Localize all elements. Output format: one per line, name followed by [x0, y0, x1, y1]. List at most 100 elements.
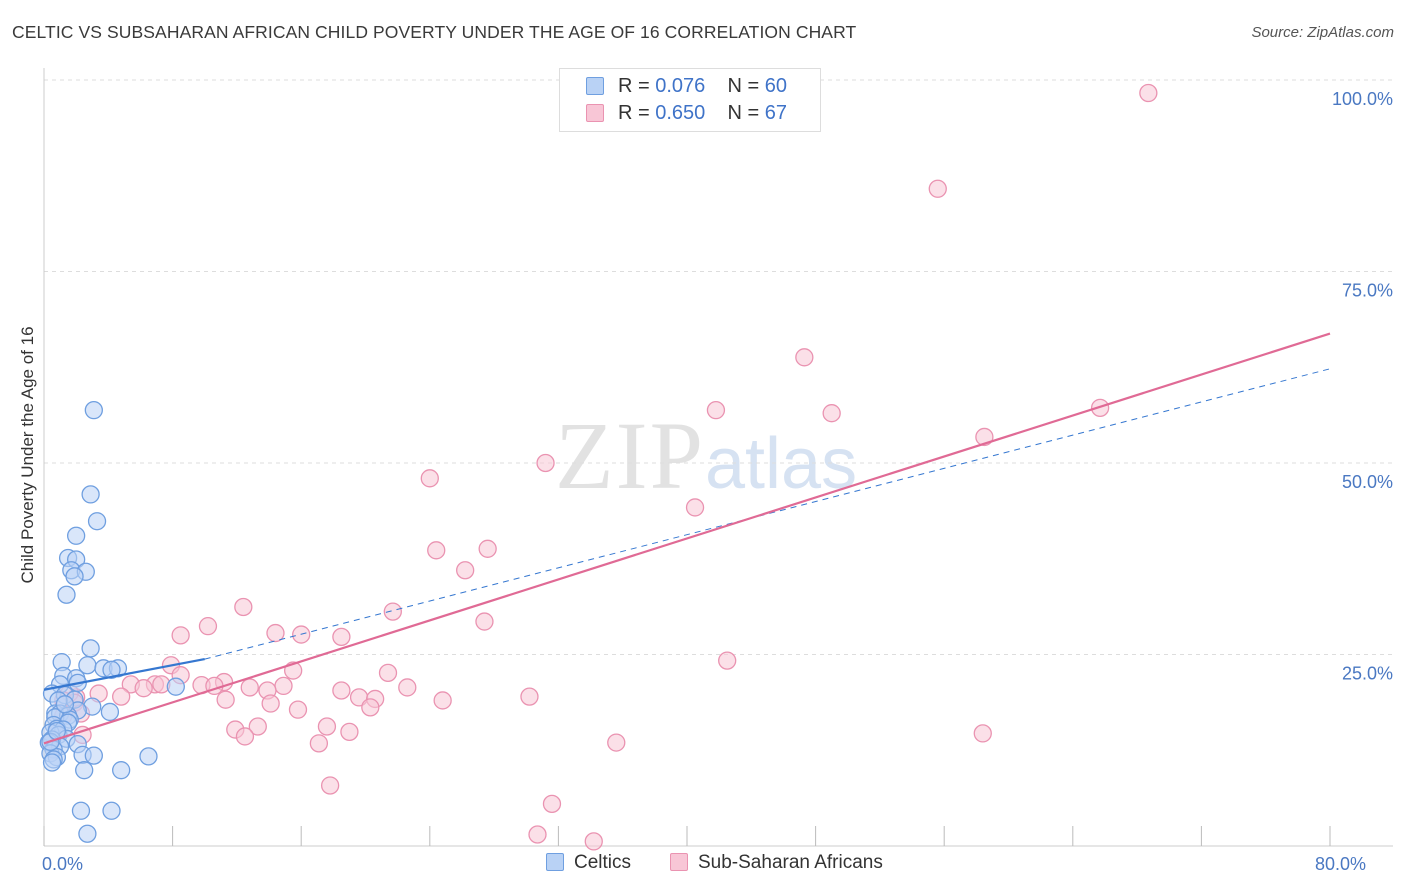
- celtics-point: [84, 746, 103, 765]
- africans-point: [266, 623, 285, 643]
- africans-point: [309, 734, 329, 753]
- axes: [43, 68, 1393, 847]
- legend-r-label: R =: [618, 102, 656, 124]
- celtics-point: [71, 801, 91, 820]
- africans-point: [235, 727, 255, 746]
- celtics-point: [102, 801, 121, 820]
- africans-point: [928, 179, 947, 198]
- bottom-legend-swatch-africans: [670, 853, 688, 871]
- celtics-point: [42, 753, 62, 772]
- legend-swatch-celtics: [586, 77, 604, 95]
- celtics-point: [112, 761, 131, 780]
- africans-point: [542, 794, 562, 814]
- africans-point: [261, 694, 280, 713]
- africans-point: [248, 717, 267, 736]
- legend-text-africans: R = 0.650 N = 67: [618, 102, 787, 125]
- celtics-point: [81, 485, 100, 504]
- africans-point: [216, 690, 235, 709]
- source-label: Source: ZipAtlas.com: [1251, 24, 1394, 41]
- africans-point: [718, 651, 737, 670]
- bottom-legend-swatch-celtics: [546, 853, 564, 871]
- africans-point: [240, 678, 259, 697]
- watermark: ZIPatlas: [555, 400, 857, 511]
- bottom-legend-label-africans: Sub-Saharan Africans: [698, 852, 883, 873]
- africans-point: [383, 602, 402, 621]
- watermark-atlas: atlas: [705, 424, 858, 504]
- bottom-legend-label-celtics: Celtics: [574, 852, 632, 873]
- africans-trend-line: [43, 332, 1331, 745]
- africans-point: [607, 733, 626, 752]
- celtics-point: [78, 824, 97, 843]
- celtics-point: [102, 660, 121, 679]
- y-tick-label: 50.0%: [1342, 472, 1393, 492]
- points-celtics: [39, 400, 185, 843]
- africans-point: [134, 679, 153, 698]
- celtics-point: [75, 761, 94, 780]
- celtics-point: [65, 567, 84, 586]
- x-tick-label: 80.0%: [1315, 854, 1366, 874]
- africans-point: [112, 687, 131, 706]
- x-tick-label: 0.0%: [42, 854, 83, 874]
- africans-point: [536, 453, 555, 473]
- watermark-zip: ZIP: [555, 402, 705, 509]
- legend-text-celtics: R = 0.076 N = 60: [618, 75, 787, 98]
- africans-point: [433, 691, 452, 710]
- celtics-point: [84, 400, 103, 420]
- africans-point: [361, 698, 380, 717]
- africans-point: [234, 597, 253, 617]
- africans-point: [340, 722, 359, 742]
- legend-r-value-celtics: 0.076: [655, 75, 706, 97]
- celtics-point: [67, 526, 86, 545]
- legend-n-value-africans: 67: [764, 102, 788, 124]
- legend: R = 0.076 N = 60 R = 0.650 N = 67: [559, 68, 821, 132]
- africans-point: [456, 561, 475, 580]
- legend-r-value-africans: 0.650: [655, 102, 706, 124]
- celtics-point: [100, 702, 120, 722]
- africans-point: [475, 612, 494, 631]
- africans-point: [171, 626, 190, 645]
- tick-labels: 25.0% 50.0% 75.0% 100.0% 0.0% 80.0%: [42, 89, 1393, 874]
- trend-lines: [43, 332, 1331, 745]
- africans-point: [706, 400, 726, 420]
- legend-n-label: N =: [727, 75, 765, 97]
- africans-point: [378, 663, 398, 683]
- y-tick-label: 75.0%: [1342, 281, 1393, 301]
- africans-point: [320, 776, 340, 795]
- y-tick-label: 25.0%: [1342, 664, 1393, 684]
- africans-point: [420, 469, 439, 488]
- celtics-trend-extension: [204, 368, 1331, 660]
- celtics-point: [166, 677, 185, 696]
- africans-point: [317, 717, 337, 736]
- grid: [44, 79, 1393, 655]
- celtics-point: [87, 512, 107, 531]
- africans-point: [478, 539, 497, 558]
- africans-point: [520, 687, 539, 706]
- points-sub-saharan-africans: [54, 83, 1158, 851]
- legend-n-label: N =: [727, 102, 765, 124]
- africans-point: [398, 678, 417, 697]
- africans-point: [274, 676, 293, 696]
- africans-point: [332, 681, 351, 700]
- africans-point: [288, 700, 308, 719]
- y-tick-label: 100.0%: [1332, 89, 1393, 109]
- africans-point: [528, 825, 547, 844]
- celtics-point: [81, 639, 100, 658]
- africans-point: [795, 348, 814, 367]
- bottom-legend-celtics: Celtics: [546, 852, 631, 876]
- africans-point: [973, 724, 992, 743]
- celtics-point: [139, 747, 158, 766]
- africans-point: [1139, 83, 1158, 103]
- bottom-legend-africans: Sub-Saharan Africans: [670, 852, 883, 876]
- legend-swatch-africans: [586, 104, 604, 122]
- africans-point: [822, 404, 841, 423]
- africans-point: [332, 627, 351, 647]
- africans-point: [584, 832, 603, 851]
- africans-point: [685, 498, 705, 517]
- africans-point: [427, 541, 446, 560]
- chart-title: CELTIC VS SUBSAHARAN AFRICAN CHILD POVER…: [12, 22, 857, 42]
- legend-r-label: R =: [618, 75, 656, 97]
- celtics-point: [55, 695, 75, 714]
- africans-point: [198, 617, 218, 636]
- celtics-point: [57, 585, 76, 604]
